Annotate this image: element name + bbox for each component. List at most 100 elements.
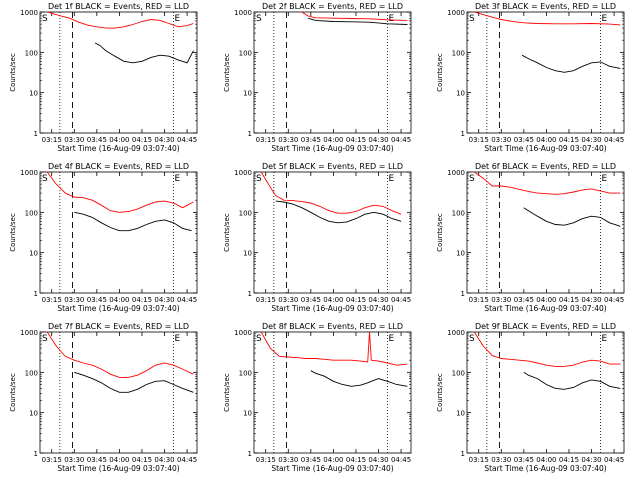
chart-title: Det 2f BLACK = Events, RED = LLD	[262, 2, 403, 11]
y-tick-label: 10	[243, 410, 252, 418]
x-tick-label: 04:45	[391, 296, 411, 304]
start-marker-label: S	[469, 14, 475, 24]
x-tick-label: 04:30	[368, 456, 388, 464]
x-tick-label: 04:00	[323, 456, 343, 464]
y-tick-label: 10	[456, 410, 465, 418]
end-marker-label: E	[602, 334, 608, 344]
x-tick-label: 03:15	[42, 296, 62, 304]
y-tick-label: 10	[456, 90, 465, 98]
chart-title: Det 4f BLACK = Events, RED = LLD	[48, 162, 189, 171]
y-tick-label: 100	[25, 209, 38, 217]
x-tick-label: 03:45	[514, 136, 534, 144]
end-marker-label: E	[602, 14, 608, 24]
x-axis-label: Start Time (16-Aug-09 03:07:40)	[57, 304, 179, 313]
series-line-lld	[473, 172, 621, 195]
x-tick-label: 04:15	[132, 136, 152, 144]
x-tick-label: 03:30	[278, 296, 298, 304]
series-line-events	[307, 17, 408, 25]
x-tick-label: 04:45	[177, 456, 197, 464]
y-tick-label: 10	[29, 410, 38, 418]
y-tick-label: 1000	[20, 169, 38, 177]
x-tick-label: 04:30	[581, 136, 601, 144]
start-marker-label: S	[256, 174, 262, 184]
start-marker-label: S	[42, 174, 48, 184]
x-tick-label: 03:30	[491, 456, 511, 464]
x-tick-label: 04:00	[323, 136, 343, 144]
series-line-lld	[46, 332, 194, 378]
y-axis-label: Counts/sec	[9, 213, 17, 252]
x-tick-label: 04:45	[604, 296, 624, 304]
end-marker-label: E	[175, 334, 181, 344]
end-marker-label: E	[175, 174, 181, 184]
y-axis-label: Counts/sec	[9, 53, 17, 92]
plot-frame	[39, 11, 198, 134]
y-tick-label: 1000	[447, 329, 465, 337]
series-line-events	[74, 371, 194, 393]
x-tick-label: 03:15	[469, 456, 489, 464]
x-tick-label: 03:15	[469, 136, 489, 144]
end-marker-label: E	[175, 14, 181, 24]
x-tick-label: 03:15	[256, 456, 276, 464]
x-axis-label: Start Time (16-Aug-09 03:07:40)	[484, 304, 606, 313]
y-tick-label: 100	[239, 49, 252, 57]
y-tick-label: 10	[456, 250, 465, 258]
series-line-lld	[260, 172, 402, 215]
x-tick-label: 04:15	[559, 456, 579, 464]
x-tick-label: 03:30	[278, 456, 298, 464]
x-tick-label: 04:00	[323, 296, 343, 304]
x-tick-label: 03:45	[301, 136, 321, 144]
start-marker-label: S	[42, 14, 48, 24]
plot-frame	[466, 171, 625, 294]
plot-frame	[253, 331, 412, 454]
series-line-lld	[301, 12, 408, 21]
y-tick-label: 10	[243, 90, 252, 98]
end-marker-label: E	[389, 174, 395, 184]
x-tick-label: 04:30	[154, 136, 174, 144]
chart-title: Det 6f BLACK = Events, RED = LLD	[475, 162, 616, 171]
chart-title: Det 1f BLACK = Events, RED = LLD	[48, 2, 189, 11]
x-tick-label: 03:30	[278, 136, 298, 144]
y-tick-label: 1000	[20, 9, 38, 17]
x-tick-label: 04:00	[536, 296, 556, 304]
x-tick-label: 03:45	[301, 296, 321, 304]
y-tick-label: 1	[248, 450, 252, 458]
y-tick-label: 100	[25, 369, 38, 377]
y-axis-label: Counts/sec	[436, 53, 444, 92]
series-line-events	[523, 371, 621, 390]
y-axis-label: Counts/sec	[223, 213, 231, 252]
x-tick-label: 03:30	[491, 296, 511, 304]
x-axis-label: Start Time (16-Aug-09 03:07:40)	[484, 464, 606, 473]
x-tick-label: 04:00	[536, 136, 556, 144]
y-axis-label: Counts/sec	[223, 373, 231, 412]
start-marker-label: S	[256, 334, 262, 344]
x-tick-label: 04:45	[177, 136, 197, 144]
x-tick-label: 04:45	[604, 456, 624, 464]
x-tick-label: 03:45	[514, 296, 534, 304]
series-line-events	[521, 54, 621, 73]
series-line-events	[94, 42, 194, 64]
x-tick-label: 04:15	[346, 296, 366, 304]
x-tick-label: 03:45	[87, 136, 107, 144]
x-tick-label: 04:30	[581, 296, 601, 304]
start-marker-label: S	[42, 334, 48, 344]
chart-title: Det 7f BLACK = Events, RED = LLD	[48, 322, 189, 331]
x-tick-label: 04:00	[109, 296, 129, 304]
series-line-lld	[260, 332, 408, 366]
y-tick-label: 1	[461, 450, 465, 458]
y-axis-label: Counts/sec	[9, 373, 17, 412]
start-marker-label: S	[469, 174, 475, 184]
x-tick-label: 04:00	[536, 456, 556, 464]
y-tick-label: 1	[461, 130, 465, 138]
end-marker-label: E	[602, 174, 608, 184]
x-tick-label: 03:15	[42, 456, 62, 464]
plot-frame	[253, 171, 412, 294]
x-tick-label: 03:45	[301, 456, 321, 464]
x-tick-label: 04:30	[368, 136, 388, 144]
